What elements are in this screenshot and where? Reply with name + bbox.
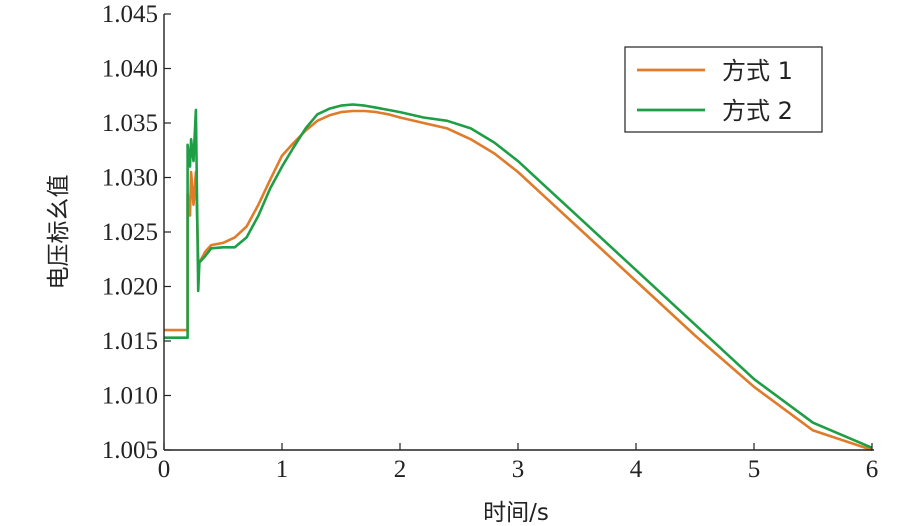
legend-label-1: 方式 1 (722, 57, 793, 85)
y-tick-label: 1.030 (102, 165, 158, 192)
plot-lines (164, 103, 873, 452)
y-axis-title: 电压标幺值 (46, 175, 72, 290)
y-tick-label: 1.015 (102, 328, 158, 355)
x-tick-label: 6 (866, 456, 879, 483)
x-tick-label: 5 (748, 456, 761, 483)
x-tick-label: 3 (512, 456, 525, 483)
series-line-2 (164, 103, 873, 449)
x-axis-title: 时间/s (483, 500, 549, 526)
x-tick-label: 1 (276, 456, 289, 483)
legend-box (624, 46, 823, 133)
ticks: 0 1 2 3 4 5 6 1.005 1.010 1.015 1.020 1.025 1.030 1.0… (102, 1, 879, 483)
y-tick-label: 1.010 (102, 383, 158, 410)
x-tick-label: 2 (394, 456, 407, 483)
y-tick-label: 1.035 (102, 110, 158, 137)
y-tick-label: 1.040 (102, 56, 158, 83)
y-tick-label: 1.025 (102, 219, 158, 246)
x-tick-label: 4 (630, 456, 643, 483)
legend-label-2: 方式 2 (722, 97, 793, 125)
y-tick-label: 1.045 (102, 1, 158, 28)
y-tick-label: 1.005 (102, 437, 158, 464)
x-tick-label: 0 (158, 456, 171, 483)
legend: 方式 1 方式 2 (624, 46, 823, 133)
y-tick-label: 1.020 (102, 274, 158, 301)
